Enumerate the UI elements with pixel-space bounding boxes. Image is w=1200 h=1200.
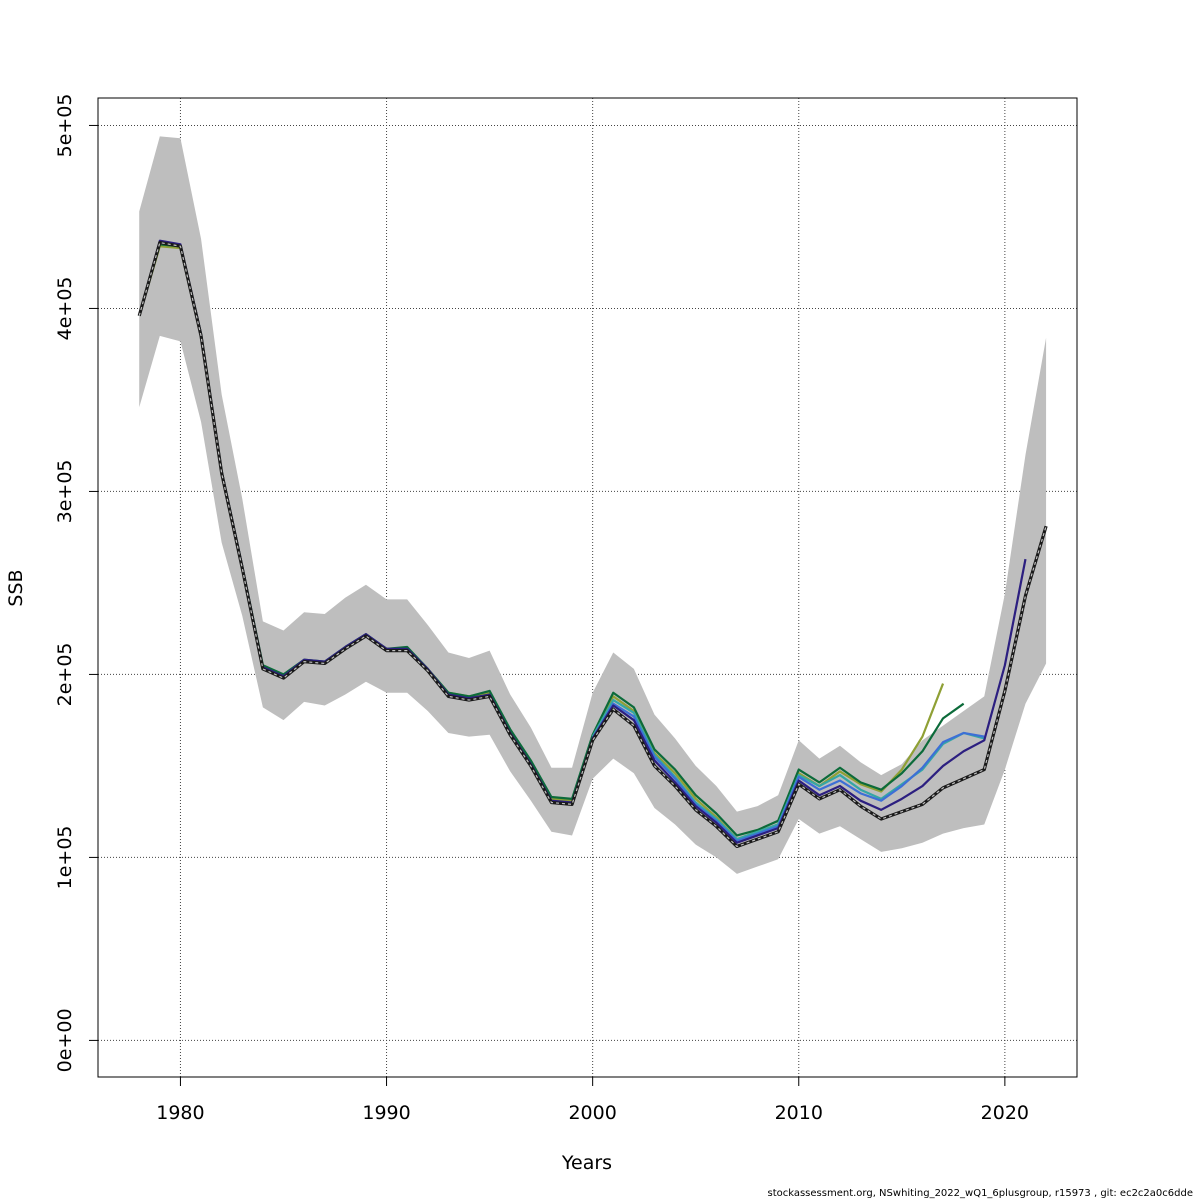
footer-note: stockassessment.org, NSwhiting_2022_wQ1_… (767, 1188, 1193, 1199)
series-lines (137, 239, 1048, 849)
x-tick-label: 2020 (981, 1102, 1029, 1124)
x-axis: 1980 1990 2000 2010 2020 (156, 1077, 1029, 1124)
x-axis-title: Years (561, 1152, 612, 1174)
confidence-band-area (139, 136, 1047, 874)
series-line-estimate-dash (138, 241, 1047, 848)
y-tick-label: 3e+05 (54, 459, 76, 523)
y-axis: 0e+00 1e+05 2e+05 3e+05 4e+05 5e+05 (54, 94, 98, 1072)
x-tick-label: 2000 (568, 1102, 616, 1124)
y-tick-label: 0e+00 (54, 1008, 76, 1072)
y-axis-title: SSB (5, 569, 27, 606)
x-tick-label: 2010 (775, 1102, 823, 1124)
x-tick-label: 1980 (156, 1102, 204, 1124)
y-tick-label: 2e+05 (54, 642, 76, 706)
y-tick-label: 5e+05 (54, 94, 76, 158)
plot-frame (97, 97, 1078, 1078)
grid-lines (98, 98, 1077, 1077)
y-tick-label: 1e+05 (54, 825, 76, 889)
series-line-4 (138, 243, 965, 837)
x-tick-label: 1990 (362, 1102, 410, 1124)
confidence-band (139, 136, 1047, 874)
y-tick-label: 4e+05 (54, 277, 76, 341)
